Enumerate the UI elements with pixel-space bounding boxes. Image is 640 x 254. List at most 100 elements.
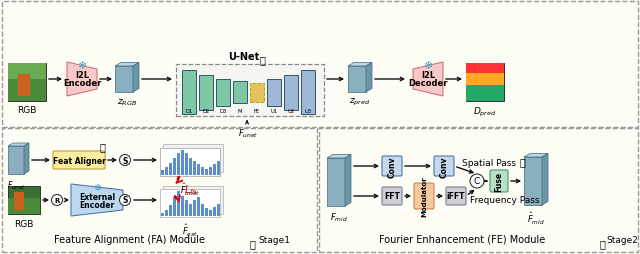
Bar: [209, 168, 212, 175]
FancyBboxPatch shape: [53, 151, 105, 169]
Bar: [165, 168, 168, 175]
Text: Conv: Conv: [440, 156, 449, 177]
Bar: [169, 163, 172, 175]
Text: Decoder: Decoder: [408, 79, 448, 88]
Text: $z_{pred}$: $z_{pred}$: [349, 97, 371, 108]
Text: RGB: RGB: [17, 106, 36, 115]
Text: Spatial Pass: Spatial Pass: [462, 158, 516, 167]
Bar: [193, 201, 196, 216]
Circle shape: [470, 174, 484, 188]
Bar: [319, 129, 638, 252]
Bar: [216, 80, 230, 107]
Bar: [197, 197, 200, 216]
Text: Encoder: Encoder: [63, 79, 101, 88]
Circle shape: [120, 155, 131, 166]
Circle shape: [51, 195, 63, 206]
Bar: [348, 67, 366, 93]
Bar: [209, 168, 212, 175]
Text: U1: U1: [270, 108, 278, 114]
Bar: [209, 210, 212, 216]
Text: Encoder: Encoder: [79, 201, 115, 210]
Polygon shape: [8, 144, 29, 146]
Bar: [14, 192, 24, 210]
Polygon shape: [524, 154, 548, 157]
Bar: [173, 158, 175, 175]
Text: $D_{pred}$: $D_{pred}$: [473, 106, 497, 119]
Text: ❄: ❄: [423, 61, 433, 71]
FancyBboxPatch shape: [490, 170, 508, 192]
Polygon shape: [413, 63, 443, 97]
Bar: [193, 161, 196, 175]
Bar: [182, 71, 196, 115]
Bar: [201, 204, 204, 216]
Text: Frequency Pass: Frequency Pass: [470, 196, 540, 205]
Text: 🔥: 🔥: [519, 156, 525, 166]
Polygon shape: [67, 63, 97, 97]
Text: 🔥: 🔥: [259, 55, 265, 65]
Text: $L_{fa}$: $L_{fa}$: [184, 182, 198, 196]
Text: External: External: [79, 193, 115, 202]
Bar: [212, 164, 216, 175]
Bar: [212, 164, 216, 175]
Bar: [301, 71, 315, 115]
Bar: [169, 205, 172, 216]
Bar: [169, 163, 172, 175]
Bar: [176, 65, 324, 117]
Bar: [165, 168, 168, 175]
Bar: [205, 169, 207, 175]
Bar: [8, 198, 40, 214]
Text: C: C: [474, 177, 480, 186]
Bar: [161, 171, 164, 175]
Bar: [189, 158, 191, 175]
Bar: [466, 64, 504, 74]
Bar: [163, 186, 223, 214]
Text: U-Net: U-Net: [228, 52, 260, 62]
Text: I2L: I2L: [421, 71, 435, 80]
Bar: [2, 2, 638, 128]
Text: Fourier Enhancement (FE) Module: Fourier Enhancement (FE) Module: [379, 234, 545, 244]
Bar: [185, 201, 188, 216]
Bar: [217, 161, 220, 175]
Text: U3: U3: [305, 108, 312, 114]
Bar: [212, 207, 216, 216]
Text: M: M: [237, 108, 243, 114]
Bar: [161, 213, 164, 216]
Text: ❄: ❄: [77, 61, 86, 71]
Text: Feat Aligner: Feat Aligner: [52, 156, 106, 165]
Text: 🔥: 🔥: [99, 141, 105, 151]
FancyBboxPatch shape: [446, 187, 466, 205]
Bar: [250, 84, 264, 103]
Text: Stage1: Stage1: [258, 235, 290, 244]
Bar: [165, 210, 168, 216]
Polygon shape: [348, 63, 372, 67]
Bar: [233, 82, 247, 104]
Bar: [177, 191, 180, 216]
FancyBboxPatch shape: [434, 156, 454, 176]
Text: RGB: RGB: [14, 219, 34, 228]
Text: ❄: ❄: [93, 182, 101, 192]
Bar: [181, 150, 184, 175]
Bar: [160, 189, 220, 217]
Text: D3: D3: [220, 108, 227, 114]
Bar: [115, 67, 133, 93]
Bar: [466, 86, 504, 102]
Text: $F_{unet}$: $F_{unet}$: [6, 179, 26, 192]
Text: S: S: [122, 156, 128, 165]
Bar: [181, 196, 184, 216]
Text: $F_{unet}$: $F_{unet}$: [238, 126, 258, 139]
Polygon shape: [115, 63, 139, 67]
Bar: [193, 161, 196, 175]
Bar: [173, 158, 175, 175]
Text: Feature Alignment (FA) Module: Feature Alignment (FA) Module: [54, 234, 205, 244]
Text: $\hat{F}_{unet}$: $\hat{F}_{unet}$: [180, 181, 200, 197]
Bar: [2, 129, 317, 252]
Bar: [284, 76, 298, 110]
Bar: [199, 76, 213, 110]
Bar: [524, 157, 542, 205]
FancyBboxPatch shape: [414, 183, 434, 209]
Bar: [185, 153, 188, 175]
Bar: [18, 75, 30, 97]
Polygon shape: [133, 63, 139, 93]
Bar: [205, 208, 207, 216]
Bar: [201, 168, 204, 175]
